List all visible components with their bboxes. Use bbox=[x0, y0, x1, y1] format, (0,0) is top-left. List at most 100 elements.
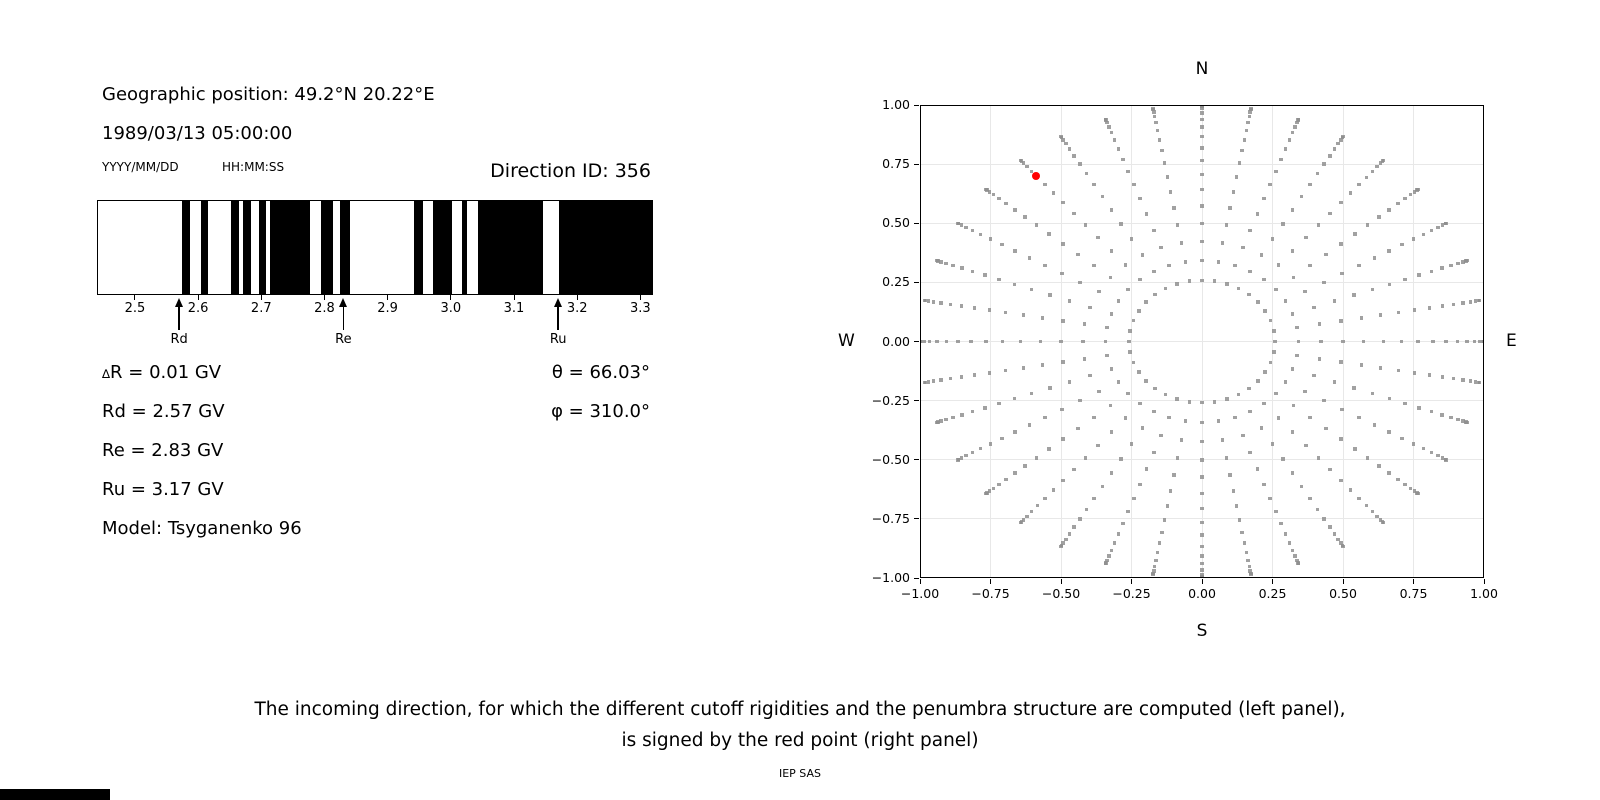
direction-dot bbox=[1248, 450, 1252, 455]
direction-dot bbox=[1224, 223, 1229, 227]
direction-dot bbox=[997, 196, 1001, 201]
direction-dot bbox=[960, 266, 964, 270]
direction-dot bbox=[1200, 554, 1204, 558]
direction-dot bbox=[1283, 299, 1288, 303]
direction-dot bbox=[1248, 409, 1252, 414]
direction-dot bbox=[1477, 339, 1482, 344]
direction-dot bbox=[1370, 509, 1375, 514]
direction-dot bbox=[1183, 419, 1187, 423]
direction-dot bbox=[1076, 252, 1080, 257]
direction-dot bbox=[1067, 299, 1072, 303]
direction-dot bbox=[939, 301, 943, 305]
direction-dot bbox=[1268, 182, 1272, 187]
datetime-text: 1989/03/13 05:00:00 bbox=[102, 123, 293, 144]
direction-dot bbox=[1241, 433, 1245, 438]
direction-dot bbox=[1274, 509, 1278, 514]
direction-dot bbox=[1387, 208, 1391, 212]
penumbra-x-tick-label: 2.9 bbox=[377, 301, 398, 316]
direction-dot bbox=[1477, 380, 1482, 385]
direction-dot bbox=[1027, 423, 1032, 427]
direction-dot bbox=[1412, 489, 1417, 493]
direction-dot bbox=[1103, 117, 1108, 121]
penumbra-forbidden-band bbox=[477, 201, 544, 294]
penumbra-forbidden-band bbox=[258, 201, 267, 294]
direction-dot bbox=[1348, 488, 1353, 492]
direction-dot bbox=[1421, 446, 1426, 451]
penumbra-x-tick-label: 3.1 bbox=[503, 301, 525, 316]
direction-dot bbox=[1224, 456, 1229, 460]
direction-dot bbox=[1076, 426, 1080, 431]
direction-dot bbox=[1429, 450, 1434, 455]
direction-dot bbox=[1154, 558, 1158, 563]
direction-dot bbox=[1377, 215, 1381, 219]
direction-dot bbox=[1100, 194, 1105, 199]
direction-dot bbox=[1263, 370, 1267, 374]
penumbra-x-tick-label: 2.6 bbox=[187, 301, 209, 316]
direction-dot bbox=[1372, 256, 1377, 260]
direction-dot bbox=[1396, 310, 1401, 315]
direction-dot bbox=[1144, 467, 1149, 471]
direction-dot bbox=[1152, 409, 1156, 414]
direction-dot bbox=[1396, 201, 1400, 206]
direction-dot bbox=[1283, 147, 1288, 151]
dirplot-y-tick bbox=[914, 163, 919, 165]
direction-dot bbox=[1295, 558, 1299, 563]
direction-dot bbox=[1256, 379, 1260, 383]
direction-dot bbox=[1200, 204, 1204, 208]
penumbra-x-tick bbox=[260, 295, 262, 300]
direction-dot bbox=[1263, 309, 1267, 313]
direction-dot bbox=[1107, 554, 1111, 558]
direction-dot bbox=[1043, 263, 1047, 268]
direction-dot bbox=[1200, 572, 1204, 577]
direction-dot bbox=[1403, 277, 1407, 282]
direction-dot bbox=[1000, 436, 1004, 441]
direction-dot bbox=[1200, 439, 1204, 444]
direction-dot bbox=[956, 339, 960, 344]
direction-dot bbox=[922, 339, 927, 344]
direction-dot bbox=[1200, 491, 1204, 496]
date-format-label: YYYY/MM/DD bbox=[102, 160, 179, 174]
geo-position-text: Geographic position: 49.2°N 20.22°E bbox=[102, 84, 435, 105]
direction-dot bbox=[1092, 415, 1096, 420]
direction-dot bbox=[1276, 416, 1281, 420]
direction-dot bbox=[1034, 223, 1039, 227]
direction-dot bbox=[1299, 194, 1304, 199]
direction-dot bbox=[1029, 509, 1034, 514]
direction-dot bbox=[1364, 503, 1369, 508]
direction-dot bbox=[1013, 471, 1017, 475]
direction-dot bbox=[1308, 496, 1312, 501]
direction-dot bbox=[1109, 548, 1114, 553]
direction-dot bbox=[1103, 561, 1108, 566]
direction-dot bbox=[1451, 376, 1456, 381]
direction-dot bbox=[1043, 496, 1047, 501]
direction-dot bbox=[988, 442, 993, 446]
direction-dot bbox=[1013, 430, 1017, 434]
ru-text: Ru = 3.17 GV bbox=[102, 479, 224, 500]
direction-dot bbox=[1268, 496, 1272, 501]
direction-dot bbox=[931, 379, 936, 383]
direction-dot bbox=[1332, 532, 1337, 536]
direction-dot bbox=[1138, 401, 1142, 406]
direction-plot-frame bbox=[920, 105, 1484, 578]
direction-dot bbox=[1303, 289, 1307, 294]
grid-line bbox=[1413, 105, 1414, 578]
direction-dot bbox=[1165, 175, 1170, 179]
direction-dot bbox=[1126, 509, 1130, 514]
delta-r-value: R = 0.01 GV bbox=[110, 362, 222, 383]
direction-dot bbox=[1241, 245, 1245, 250]
direction-dot bbox=[1163, 286, 1168, 291]
direction-dot bbox=[1468, 300, 1472, 304]
direction-dot bbox=[1144, 300, 1148, 304]
penumbra-x-tick bbox=[323, 295, 325, 300]
direction-dot bbox=[1339, 319, 1343, 323]
direction-dot bbox=[1281, 457, 1285, 461]
direction-dot bbox=[1023, 464, 1027, 468]
direction-dot bbox=[1233, 263, 1237, 268]
direction-dot bbox=[1092, 182, 1096, 187]
grid-line bbox=[1272, 105, 1273, 578]
direction-dot bbox=[1231, 190, 1236, 194]
direction-dot bbox=[1365, 456, 1370, 460]
compass-south-label: S bbox=[1196, 621, 1208, 641]
direction-dot bbox=[1408, 192, 1413, 197]
direction-dot bbox=[1255, 467, 1260, 471]
